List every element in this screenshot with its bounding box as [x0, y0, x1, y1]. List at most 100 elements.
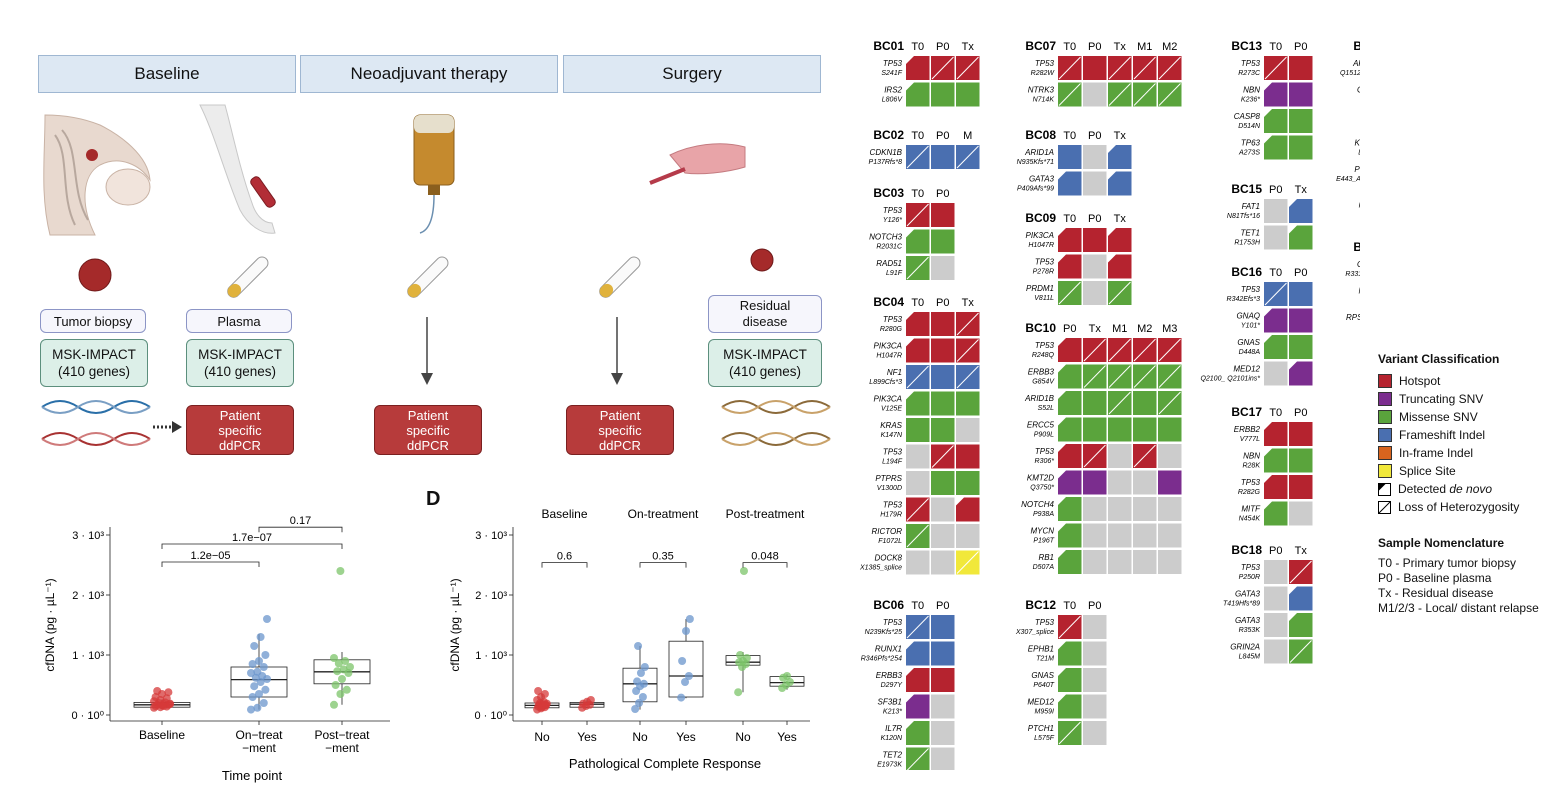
- variant-label: R28K: [1242, 463, 1260, 470]
- mutation-cell: [1083, 417, 1107, 442]
- gene-label: EPHB1: [1028, 645, 1054, 654]
- variant-label: D514N: [1238, 123, 1261, 130]
- mutation-cell: [1133, 417, 1157, 442]
- variant-label: T21M: [1036, 656, 1054, 663]
- variant-label: V1300D: [877, 485, 902, 492]
- x-tick-label: Baseline: [139, 728, 185, 742]
- loh-marker: [1264, 56, 1287, 80]
- ddpcr-line3: ddPCR: [219, 437, 261, 453]
- loh-marker: [906, 615, 929, 639]
- oncoprint-grid: BC01 T0 P0 Tx TP53 S241F IRS2 L806V BC02 T0 P0 M CDK…: [859, 39, 1360, 770]
- comparison-bracket: [639, 562, 687, 568]
- mutation-cell: [906, 694, 930, 719]
- loh-marker: [956, 56, 979, 80]
- case-id: BC01: [873, 39, 904, 53]
- mutation-cell: [1133, 550, 1157, 574]
- gene-label: IL7R: [885, 724, 902, 733]
- column-header: T0: [911, 130, 924, 142]
- data-point: [633, 677, 642, 686]
- variant-label: S241F: [881, 70, 902, 77]
- residual-disease-label: Residual disease: [708, 295, 822, 333]
- data-point: [336, 690, 345, 698]
- legend-label: In-frame Indel: [1399, 446, 1474, 460]
- mutation-cell: [1289, 335, 1313, 359]
- mutation-cell: [906, 229, 930, 254]
- loh-marker: [956, 312, 979, 336]
- legend-label: Hotspot: [1399, 374, 1441, 388]
- case-bc04: BC04 T0 P0 Tx TP53 R280G PIK3CA H1047R NF1 L899Cf…: [859, 295, 980, 575]
- ddpcr-box: Patient specific ddPCR: [186, 405, 294, 455]
- data-point: [259, 663, 268, 671]
- variant-label: P938A: [1033, 511, 1054, 518]
- mutation-cell: [956, 524, 980, 548]
- loh-marker: [1158, 365, 1181, 388]
- mutation-cell: [1289, 613, 1313, 637]
- x-tick-label: −ment: [325, 741, 359, 755]
- column-header: P0: [1088, 130, 1101, 142]
- msk-impact-line2: (410 genes): [728, 364, 802, 379]
- de-novo-icon: [1378, 482, 1391, 496]
- box-body: [668, 640, 704, 698]
- variant-label: P409Afs*99: [1017, 186, 1054, 193]
- comparison-pvalue: 0.35: [652, 551, 673, 563]
- loh-marker: [956, 339, 979, 362]
- variant-label: R282G: [1238, 489, 1261, 496]
- variant-label: P250R: [1239, 574, 1260, 581]
- gene-label: ERBB3: [876, 671, 903, 680]
- x-tick-label: Post−treat: [314, 728, 370, 742]
- column-header: P0: [936, 188, 949, 200]
- mutation-cell: [1083, 668, 1107, 692]
- mutation-cell: [1058, 497, 1082, 521]
- mutation-cell: [931, 550, 955, 575]
- mutation-cell: [1289, 135, 1313, 160]
- nomenclature-title: Sample Nomenclature: [1378, 536, 1505, 550]
- case-bc07: BC07 T0 P0 Tx M1 M2 TP53 R282W NTRK3 N714K: [1025, 39, 1182, 107]
- variant-label: D448A: [1239, 349, 1261, 356]
- gene-label: TP53: [883, 448, 903, 457]
- loh-marker: [931, 445, 954, 468]
- de-novo-marker: [1058, 444, 1066, 452]
- loh-marker: [1158, 56, 1181, 80]
- de-novo-marker: [1289, 613, 1297, 621]
- de-novo-marker: [1058, 254, 1066, 263]
- mutation-cell: [1133, 497, 1157, 521]
- mutation-cell: [906, 418, 930, 442]
- mutation-cell: [1108, 470, 1132, 495]
- msk-impact-box: MSK-IMPACT (410 genes): [40, 339, 148, 387]
- cfdna-timepoint-chart: 0 · 10⁰ 1 · 10³ 2 · 10³ 3 · 10³ Baseline On−t…: [43, 515, 390, 783]
- iv-bag-illustration: [413, 114, 455, 234]
- variant-label: Q1512Rfs*15: [1340, 70, 1360, 77]
- mutation-cell: [931, 391, 955, 416]
- mutation-cell: [1083, 56, 1107, 80]
- column-header: T0: [911, 41, 924, 53]
- gene-label: TP63: [1241, 139, 1261, 148]
- loh-marker: [906, 256, 929, 280]
- mutation-cell: [1083, 391, 1107, 415]
- variant-label: D507A: [1033, 564, 1055, 571]
- de-novo-marker: [1264, 501, 1272, 510]
- nomenclature-item: T0 - Primary tumor biopsy: [1378, 556, 1517, 570]
- mutation-cell: [1108, 417, 1132, 442]
- mutation-cell: [1108, 228, 1132, 252]
- variant-label: L91F: [886, 270, 903, 277]
- variant-label: P196T: [1033, 538, 1054, 545]
- mutation-cell: [1108, 444, 1132, 468]
- loh-marker: [1058, 281, 1081, 305]
- gene-label: GRIN2A: [1230, 643, 1260, 652]
- plasma-tube-icon: [599, 256, 641, 298]
- gene-label: GATA3: [1357, 260, 1360, 269]
- arrow-down-icon: [421, 317, 433, 385]
- y-tick-label: 0 · 10⁰: [474, 710, 507, 722]
- loh-marker: [1133, 444, 1156, 468]
- gene-label: TP53: [1241, 59, 1261, 68]
- legend-swatch: [1378, 464, 1392, 478]
- legend-label: Frameshift Indel: [1399, 428, 1486, 442]
- data-point: [685, 615, 694, 623]
- de-novo-marker: [1264, 308, 1272, 317]
- msk-impact-line1: MSK-IMPACT: [198, 347, 282, 362]
- mutation-cell: [1289, 109, 1313, 133]
- de-novo-marker: [1108, 171, 1116, 180]
- mutation-cell: [906, 312, 930, 336]
- x-axis-title: Time point: [222, 768, 283, 783]
- gene-label: GATA3: [1235, 590, 1261, 599]
